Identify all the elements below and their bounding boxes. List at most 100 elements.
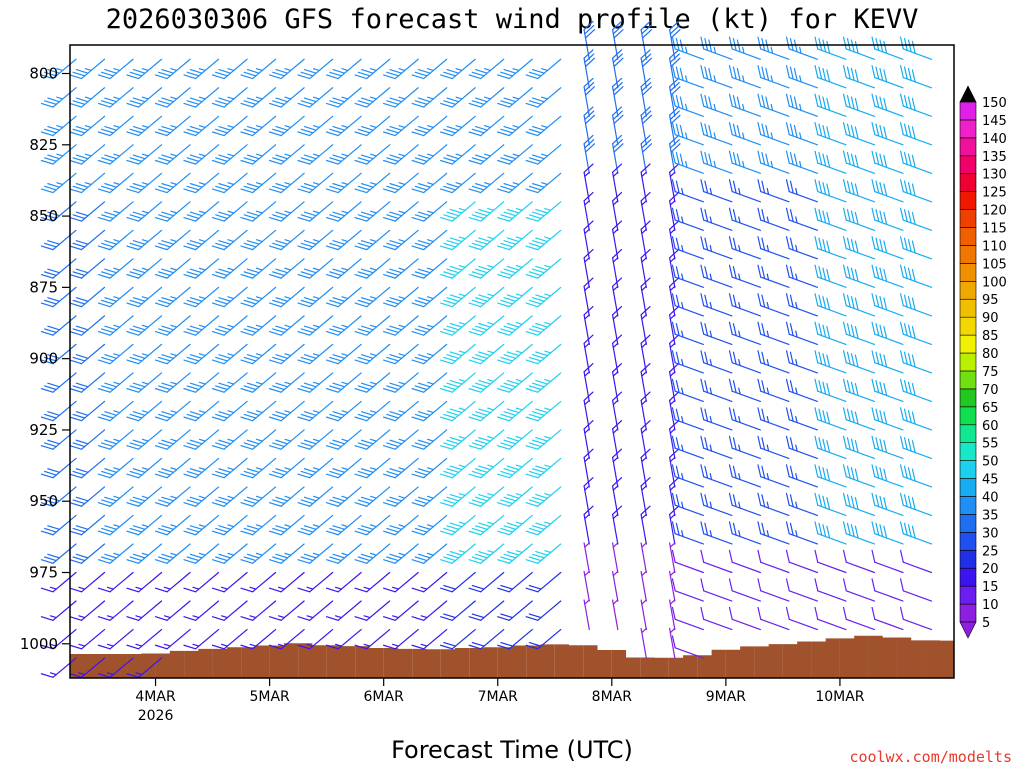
barb-shaft	[451, 514, 476, 536]
barb-feather	[728, 150, 733, 164]
barb-feather	[641, 82, 652, 92]
barb-feather	[497, 445, 510, 450]
barb-feather	[446, 240, 460, 245]
barb-feather	[732, 123, 737, 137]
barb-shaft	[874, 419, 904, 431]
barb-half-feather	[709, 216, 713, 224]
wind-barb	[728, 36, 761, 60]
barb-feather	[332, 496, 346, 502]
barb-feather	[497, 616, 510, 621]
barb-feather	[303, 125, 317, 131]
wind-barb	[240, 486, 277, 507]
barb-feather	[354, 302, 368, 308]
barb-feather	[641, 24, 652, 35]
barb-shaft	[252, 144, 277, 165]
barb-half-feather	[766, 444, 770, 452]
barb-feather	[158, 442, 171, 448]
barb-feather	[474, 382, 488, 388]
barb-feather	[47, 525, 61, 530]
barb-half-feather	[669, 171, 676, 178]
wind-barb	[757, 521, 790, 545]
barb-feather	[846, 209, 851, 223]
barb-half-feather	[709, 501, 713, 509]
barb-feather	[101, 242, 114, 248]
terrain-segment	[839, 635, 869, 678]
barb-feather	[154, 530, 168, 536]
barb-feather	[899, 464, 904, 478]
barb-feather	[357, 499, 371, 505]
barb-half-feather	[738, 301, 741, 310]
barb-feather	[842, 179, 847, 193]
barb-shaft	[902, 133, 933, 146]
wind-barb	[785, 293, 819, 317]
barb-feather	[478, 379, 492, 385]
barb-feather	[414, 356, 428, 362]
barb-feather	[104, 268, 118, 274]
barb-shaft	[309, 600, 334, 621]
wind-barb	[97, 258, 134, 279]
barb-feather	[44, 100, 57, 105]
wind-barb	[382, 571, 419, 593]
barb-shaft	[223, 286, 248, 308]
barb-half-feather	[484, 125, 492, 129]
barb-feather	[911, 383, 916, 397]
barb-shaft	[280, 315, 305, 336]
barb-feather	[268, 159, 282, 165]
barb-shaft	[337, 486, 362, 507]
barb-feather	[126, 616, 140, 621]
barb-feather	[211, 216, 225, 222]
barb-half-feather	[669, 570, 676, 577]
barb-half-feather	[799, 103, 802, 111]
barb-shaft	[394, 600, 419, 621]
barb-half-feather	[312, 381, 320, 385]
barb-half-feather	[141, 267, 149, 271]
barb-feather	[583, 363, 594, 373]
wind-barb	[240, 229, 277, 251]
barb-feather	[871, 150, 876, 164]
barb-feather	[161, 411, 175, 416]
wind-barb	[785, 179, 819, 203]
barb-feather	[528, 214, 542, 220]
barb-shaft	[674, 48, 704, 60]
barb-feather	[669, 139, 680, 149]
barb-shaft	[902, 590, 933, 602]
barb-feather	[532, 325, 545, 331]
barb-feather	[826, 211, 831, 225]
barb-feather	[757, 264, 762, 278]
wind-barb	[126, 372, 163, 393]
barb-feather	[154, 302, 168, 308]
wind-barb	[785, 350, 819, 374]
barb-shaft	[280, 286, 305, 308]
barb-shaft	[731, 390, 761, 403]
barb-feather	[532, 354, 545, 359]
barb-half-feather	[78, 586, 86, 590]
wind-barb	[871, 65, 904, 89]
barb-shaft	[366, 571, 391, 593]
barb-feather	[506, 237, 520, 243]
x-tick-label: 7MAR	[478, 689, 519, 705]
barb-feather	[189, 211, 203, 217]
barb-shaft	[640, 627, 647, 659]
barb-feather	[411, 359, 425, 365]
barb-feather	[471, 157, 485, 162]
barb-feather	[532, 268, 545, 274]
barb-feather	[240, 445, 254, 450]
barb-feather	[732, 380, 737, 394]
wind-barb	[611, 570, 619, 602]
barb-feather	[126, 245, 140, 251]
barb-feather	[449, 436, 463, 442]
barb-feather	[332, 354, 346, 359]
barb-feather	[879, 524, 884, 538]
colorbar-swatch	[959, 442, 977, 461]
wind-barb	[154, 628, 191, 650]
barb-shaft	[80, 144, 106, 165]
barb-feather	[275, 439, 289, 445]
barb-shaft	[137, 372, 163, 393]
barb-shaft	[480, 571, 505, 593]
barb-shaft	[902, 247, 933, 260]
barb-feather	[354, 559, 368, 564]
barb-feather	[785, 93, 790, 107]
barb-shaft	[423, 457, 448, 479]
barb-shaft	[194, 600, 220, 621]
barb-half-feather	[641, 371, 647, 377]
